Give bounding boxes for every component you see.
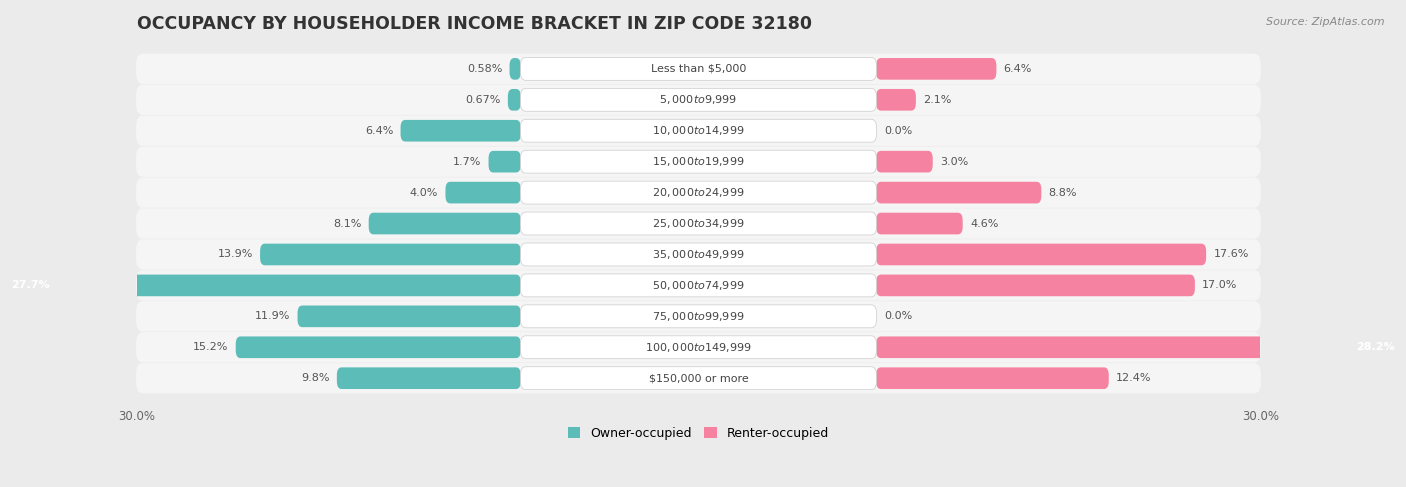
Text: 6.4%: 6.4% [364,126,394,136]
Text: 28.2%: 28.2% [1357,342,1395,352]
FancyBboxPatch shape [509,58,520,80]
FancyBboxPatch shape [520,119,876,142]
Text: 0.58%: 0.58% [467,64,502,74]
FancyBboxPatch shape [136,115,1261,146]
Text: 17.0%: 17.0% [1202,281,1237,290]
FancyBboxPatch shape [520,367,876,390]
FancyBboxPatch shape [488,151,520,172]
Text: 1.7%: 1.7% [453,157,481,167]
FancyBboxPatch shape [136,208,1261,239]
FancyBboxPatch shape [520,336,876,359]
Text: 0.67%: 0.67% [465,95,501,105]
Text: 13.9%: 13.9% [218,249,253,260]
FancyBboxPatch shape [136,177,1261,208]
FancyBboxPatch shape [1,275,520,296]
FancyBboxPatch shape [298,305,520,327]
FancyBboxPatch shape [136,332,1261,362]
Text: $10,000 to $14,999: $10,000 to $14,999 [652,124,745,137]
FancyBboxPatch shape [520,212,876,235]
FancyBboxPatch shape [520,181,876,204]
Text: 27.7%: 27.7% [11,281,49,290]
FancyBboxPatch shape [876,367,1109,389]
Text: $150,000 or more: $150,000 or more [648,373,748,383]
Text: 6.4%: 6.4% [1004,64,1032,74]
FancyBboxPatch shape [508,89,520,111]
Text: $15,000 to $19,999: $15,000 to $19,999 [652,155,745,168]
Text: 8.8%: 8.8% [1049,187,1077,198]
FancyBboxPatch shape [876,244,1206,265]
Text: 9.8%: 9.8% [301,373,329,383]
Text: 3.0%: 3.0% [941,157,969,167]
FancyBboxPatch shape [520,88,876,111]
FancyBboxPatch shape [236,337,520,358]
FancyBboxPatch shape [401,120,520,142]
FancyBboxPatch shape [136,239,1261,270]
FancyBboxPatch shape [368,213,520,234]
Text: 8.1%: 8.1% [333,219,361,228]
Text: $100,000 to $149,999: $100,000 to $149,999 [645,341,752,354]
FancyBboxPatch shape [520,243,876,266]
FancyBboxPatch shape [876,275,1195,296]
Text: $35,000 to $49,999: $35,000 to $49,999 [652,248,745,261]
FancyBboxPatch shape [136,270,1261,300]
Legend: Owner-occupied, Renter-occupied: Owner-occupied, Renter-occupied [562,422,834,445]
FancyBboxPatch shape [446,182,520,204]
Text: OCCUPANCY BY HOUSEHOLDER INCOME BRACKET IN ZIP CODE 32180: OCCUPANCY BY HOUSEHOLDER INCOME BRACKET … [136,15,811,33]
FancyBboxPatch shape [260,244,520,265]
Text: Source: ZipAtlas.com: Source: ZipAtlas.com [1267,17,1385,27]
FancyBboxPatch shape [136,54,1261,84]
Text: 15.2%: 15.2% [193,342,228,352]
Text: 0.0%: 0.0% [884,311,912,321]
FancyBboxPatch shape [520,150,876,173]
FancyBboxPatch shape [876,337,1405,358]
Text: 12.4%: 12.4% [1116,373,1152,383]
FancyBboxPatch shape [876,58,997,80]
Text: 11.9%: 11.9% [254,311,290,321]
Text: $25,000 to $34,999: $25,000 to $34,999 [652,217,745,230]
FancyBboxPatch shape [337,367,520,389]
Text: $5,000 to $9,999: $5,000 to $9,999 [659,94,738,106]
Text: Less than $5,000: Less than $5,000 [651,64,747,74]
FancyBboxPatch shape [876,182,1042,204]
Text: 2.1%: 2.1% [924,95,952,105]
FancyBboxPatch shape [876,151,932,172]
Text: 4.0%: 4.0% [409,187,439,198]
FancyBboxPatch shape [136,85,1261,115]
Text: 4.6%: 4.6% [970,219,998,228]
FancyBboxPatch shape [876,213,963,234]
FancyBboxPatch shape [136,301,1261,332]
FancyBboxPatch shape [136,147,1261,177]
Text: $20,000 to $24,999: $20,000 to $24,999 [652,186,745,199]
FancyBboxPatch shape [520,274,876,297]
Text: 17.6%: 17.6% [1213,249,1249,260]
FancyBboxPatch shape [520,57,876,80]
FancyBboxPatch shape [876,89,915,111]
Text: $75,000 to $99,999: $75,000 to $99,999 [652,310,745,323]
Text: $50,000 to $74,999: $50,000 to $74,999 [652,279,745,292]
Text: 0.0%: 0.0% [884,126,912,136]
FancyBboxPatch shape [136,363,1261,393]
FancyBboxPatch shape [520,305,876,328]
